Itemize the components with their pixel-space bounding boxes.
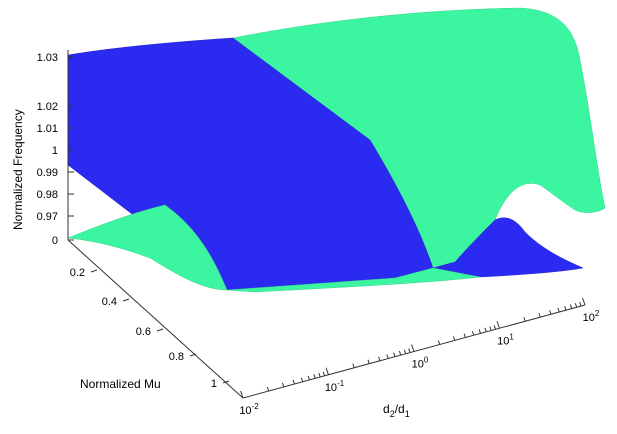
y-tick-label: 0.6 [136,326,151,338]
x-minor-tick [493,325,497,330]
x-minor-tick [538,312,541,318]
y-axis-line [67,239,244,399]
x-minor-tick [478,329,482,334]
x-minor-tick [281,382,285,388]
y-tick-mark [222,380,230,384]
x-minor-tick [307,375,311,381]
blue-surface-lower [432,217,584,278]
x-minor-tick [569,304,573,309]
x-minor-tick [367,359,370,364]
z-axis-label: Normalized Frequency [11,109,25,230]
x-ticks: 10-2 10-1 100 101 102 [239,297,600,417]
x-major-tick [411,344,415,352]
y-tick-mark [189,353,197,357]
y-tick-mark [90,269,98,273]
x-minor-tick [408,348,411,353]
x-minor-tick [471,331,475,336]
x-tick-label: 101 [497,332,514,347]
x-minor-tick [292,379,295,385]
x-major-tick [582,297,586,306]
z-tick-label: 0.99 [37,167,58,179]
x-minor-tick [574,303,578,308]
x-minor-tick [489,326,492,331]
x-major-tick [240,390,244,399]
x-minor-tick [313,374,316,379]
y-tick-label: 0.4 [102,296,117,308]
green-surface-lower [67,204,228,291]
x-minor-tick [579,301,582,307]
x-tick-label: 102 [583,309,600,324]
z-tick-label: 1.02 [37,101,58,113]
x-minor-tick [484,327,487,333]
y-axis-label: Normalized Mu [80,377,161,391]
x-tick-label: 10-1 [325,379,345,394]
x-axis-label: d2/d1 [383,402,410,419]
x-major-tick [325,367,329,375]
z-tick-label: 0.98 [37,189,58,201]
x-minor-tick [352,363,355,368]
x-major-tick [496,321,500,329]
x-minor-tick [523,317,526,322]
x-minor-tick [318,372,321,378]
x-minor-tick [549,310,552,315]
x-tick-label: 100 [412,356,429,371]
x-minor-tick [398,350,402,356]
z-ticks: 0 0.97 0.98 0.99 1 1.01 1.02 1.03 [37,52,74,247]
x-minor-tick [378,356,381,361]
z-tick-label: 1.03 [37,52,58,64]
y-tick-label: 0.2 [70,267,85,279]
y-tick-mark [156,328,164,332]
y-tick-label: 0.8 [169,351,184,363]
x-minor-tick [564,305,567,311]
y-ticks: 0.2 0.4 0.6 0.8 1 [70,267,230,390]
z-tick-label: 0 [52,235,58,247]
x-minor-tick [393,352,396,357]
x-minor-tick [322,371,326,376]
y-tick-mark [122,298,130,302]
x-minor-tick [403,349,407,354]
z-tick-label: 0.97 [37,211,58,223]
x-minor-tick [452,336,456,341]
green-surface-lower-mid [226,267,481,293]
x-minor-tick [437,340,441,345]
y-tick-label: 1 [211,378,217,390]
x-minor-tick [386,354,389,359]
x-minor-tick [300,377,304,382]
z-tick-label: 1 [52,145,58,157]
x-minor-tick [463,333,466,338]
x-minor-tick [557,307,560,313]
x-minor-tick [266,386,270,392]
z-tick-label: 1.01 [37,123,58,135]
x-tick-label: 10-2 [239,402,259,417]
